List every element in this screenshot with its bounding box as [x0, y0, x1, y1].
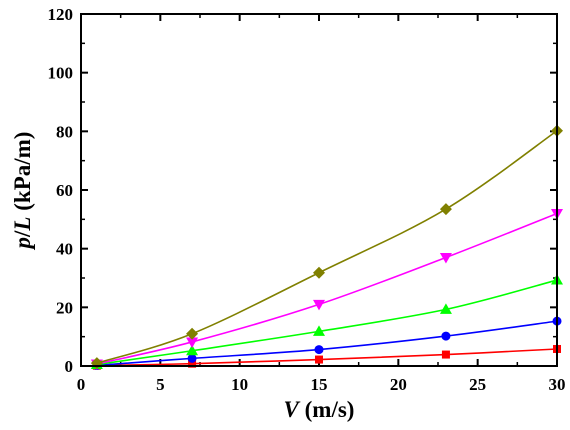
data-point-diamond — [439, 203, 452, 216]
data-point-diamond — [186, 327, 199, 340]
x-tick-label: 20 — [390, 375, 407, 394]
data-point-triangle-down — [439, 252, 452, 264]
y-axis-slash: / — [10, 230, 35, 238]
x-tick-label: 25 — [469, 375, 486, 394]
x-tick-label: 5 — [156, 375, 165, 394]
series-2 — [92, 316, 562, 370]
x-tick-label: 0 — [77, 375, 86, 394]
data-point-diamond — [313, 266, 325, 279]
y-axis-variable-p: p — [10, 237, 35, 251]
data-point-square — [188, 359, 197, 368]
y-tick-label: 100 — [48, 64, 74, 83]
y-tick-label: 60 — [56, 181, 73, 200]
y-tick-label: 40 — [56, 240, 73, 259]
x-axis-variable: V — [284, 397, 301, 422]
series-4 — [90, 208, 563, 370]
x-tick-label: 10 — [231, 375, 248, 394]
y-tick-label: 80 — [56, 122, 73, 141]
series-line — [96, 348, 558, 367]
data-point-triangle-up — [313, 325, 325, 336]
series-5 — [90, 124, 563, 370]
data-point-circle — [441, 331, 451, 341]
series-layer — [90, 124, 563, 370]
data-point-square — [441, 350, 450, 359]
data-point-triangle-down — [186, 337, 199, 348]
y-axis-unit: (kPa/m) — [10, 132, 35, 217]
data-point-square — [315, 355, 323, 364]
ticks-layer: 0 5 10 15 20 25 30 0 20 40 60 80 100 120 — [48, 5, 566, 394]
y-tick-label: 20 — [56, 298, 73, 317]
data-point-circle — [187, 353, 197, 363]
data-point-triangle-up — [439, 303, 452, 314]
series-3 — [90, 274, 563, 370]
x-tick-label: 15 — [311, 375, 328, 394]
plot-frame — [80, 13, 558, 367]
series-line — [96, 130, 558, 364]
y-tick-label: 0 — [65, 357, 74, 376]
y-tick-label: 120 — [48, 5, 74, 24]
data-point-triangle-up — [186, 344, 199, 356]
x-tick-label: 30 — [549, 375, 566, 394]
x-axis-title: V (m/s) — [284, 397, 355, 422]
y-axis-variable-L: L — [10, 217, 35, 232]
x-axis-unit: (m/s) — [299, 397, 355, 422]
series-line — [96, 212, 558, 365]
data-point-circle — [314, 345, 324, 355]
data-point-triangle-down — [313, 299, 325, 311]
y-axis-title: p/L (kPa/m) — [10, 132, 35, 251]
